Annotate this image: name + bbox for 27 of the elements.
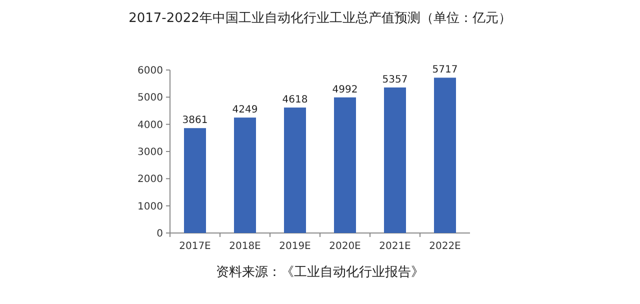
bar [234, 118, 256, 233]
bar [284, 108, 306, 233]
chart-title: 2017-2022年中国工业自动化行业工业总产值预测（单位：亿元） [128, 11, 512, 26]
y-tick-label: 3000 [138, 147, 163, 158]
data-label: 3861 [182, 115, 208, 126]
data-label: 4249 [232, 104, 258, 116]
y-tick-label: 6000 [138, 66, 163, 76]
bar [384, 87, 406, 233]
data-label: 4618 [282, 94, 308, 106]
y-tick-label: 1000 [138, 201, 163, 212]
bar [334, 97, 356, 233]
text: 资料来源：《工业自动化行业报告》 [216, 265, 424, 280]
y-tick-label: 0 [156, 228, 163, 240]
bar [184, 128, 206, 233]
bar [434, 78, 456, 233]
x-tick-label: 2017E [179, 241, 211, 252]
x-tick-label: 2020E [329, 241, 361, 252]
x-tick-label: 2022E [429, 241, 461, 252]
y-tick-label: 4000 [138, 120, 163, 131]
y-tick-label: 5000 [138, 92, 163, 104]
data-label: 4992 [332, 84, 358, 96]
y-tick-label: 2000 [138, 174, 163, 186]
x-tick-label: 2018E [229, 241, 261, 252]
x-tick-label: 2021E [379, 241, 411, 252]
data-label: 5357 [382, 74, 408, 86]
x-tick-label: 2019E [279, 241, 311, 252]
data-label: 5717 [432, 64, 458, 76]
